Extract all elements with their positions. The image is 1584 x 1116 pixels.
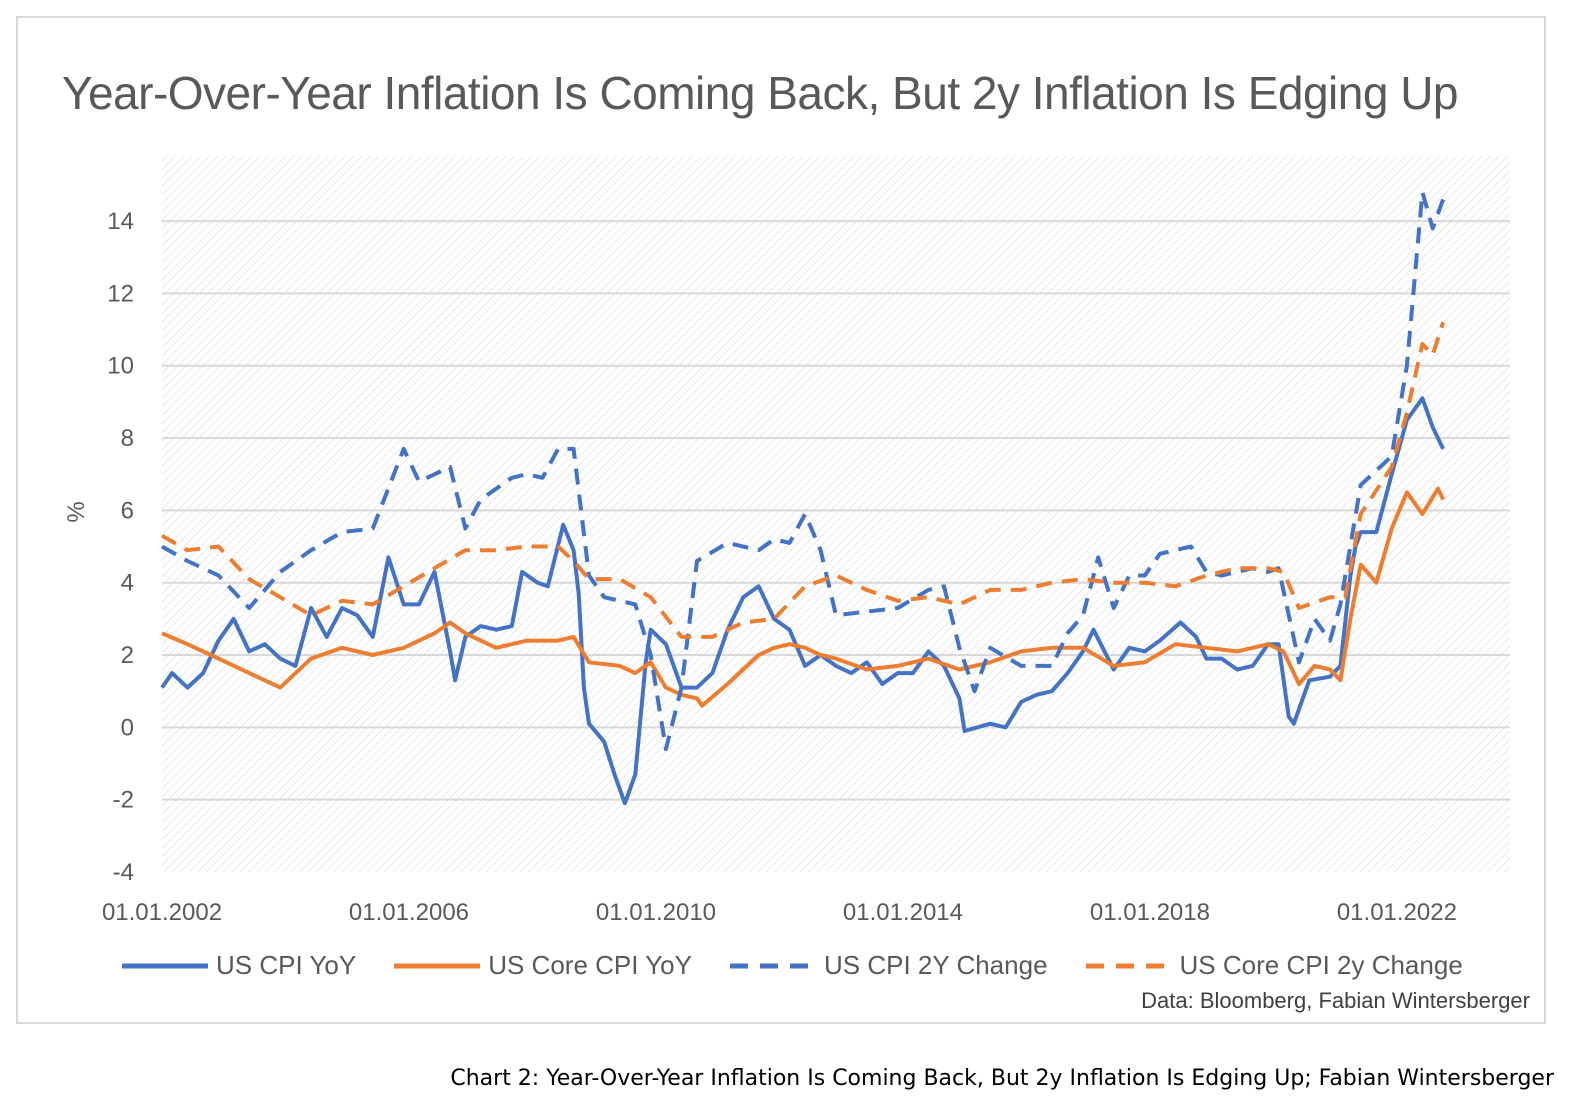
y-tick-label: 10 bbox=[107, 353, 134, 380]
series-line-us-core-cpi-yoy bbox=[161, 486, 1445, 708]
y-tick-label: 4 bbox=[121, 570, 134, 597]
y-tick-label: 2 bbox=[121, 642, 134, 669]
chart-title: Year-Over-Year Inflation Is Coming Back,… bbox=[62, 67, 1459, 119]
x-tick-label: 01.01.2014 bbox=[843, 899, 963, 926]
legend-label: US CPI 2Y Change bbox=[823, 950, 1048, 980]
legend-item: US CPI YoY bbox=[120, 950, 356, 981]
legend-label: US Core CPI YoY bbox=[488, 950, 692, 980]
legend-item: US CPI 2Y Change bbox=[728, 950, 1048, 981]
x-tick-label: 01.01.2022 bbox=[1337, 899, 1457, 926]
legend-label: US Core CPI 2y Change bbox=[1179, 950, 1463, 980]
y-tick-label: -2 bbox=[113, 787, 134, 814]
y-tick-label: -4 bbox=[113, 859, 134, 886]
legend-swatch bbox=[729, 963, 816, 968]
legend-swatch bbox=[394, 963, 481, 968]
series-line-us-cpi-yoy bbox=[160, 396, 1445, 806]
x-tick-label: 01.01.2002 bbox=[102, 899, 222, 926]
y-tick-label: 14 bbox=[107, 208, 134, 235]
plot-area bbox=[162, 156, 1510, 872]
legend-swatch bbox=[1085, 963, 1172, 968]
x-tick-label: 01.01.2018 bbox=[1090, 899, 1210, 926]
x-tick-label: 01.01.2010 bbox=[596, 899, 716, 926]
series-line-us-core-cpi-2y-change bbox=[161, 321, 1446, 639]
legend-swatch bbox=[122, 963, 208, 968]
legend-label: US CPI YoY bbox=[216, 950, 357, 980]
y-axis-label: % bbox=[63, 501, 90, 522]
y-tick-label: 0 bbox=[121, 714, 134, 741]
legend-item: US Core CPI 2y Change bbox=[1084, 950, 1463, 981]
legend: US CPI YoY US Core CPI YoY US CPI 2Y Chang… bbox=[120, 950, 1499, 981]
legend-item: US Core CPI YoY bbox=[392, 950, 692, 981]
y-tick-label: 12 bbox=[107, 280, 134, 307]
figure-caption: Chart 2: Year-Over-Year Inflation Is Com… bbox=[450, 1066, 1554, 1091]
y-tick-label: 6 bbox=[121, 497, 134, 524]
source-note: Data: Bloomberg, Fabian Wintersberger bbox=[1141, 988, 1530, 1013]
x-tick-label: 01.01.2006 bbox=[349, 899, 469, 926]
y-tick-label: 8 bbox=[121, 425, 134, 452]
